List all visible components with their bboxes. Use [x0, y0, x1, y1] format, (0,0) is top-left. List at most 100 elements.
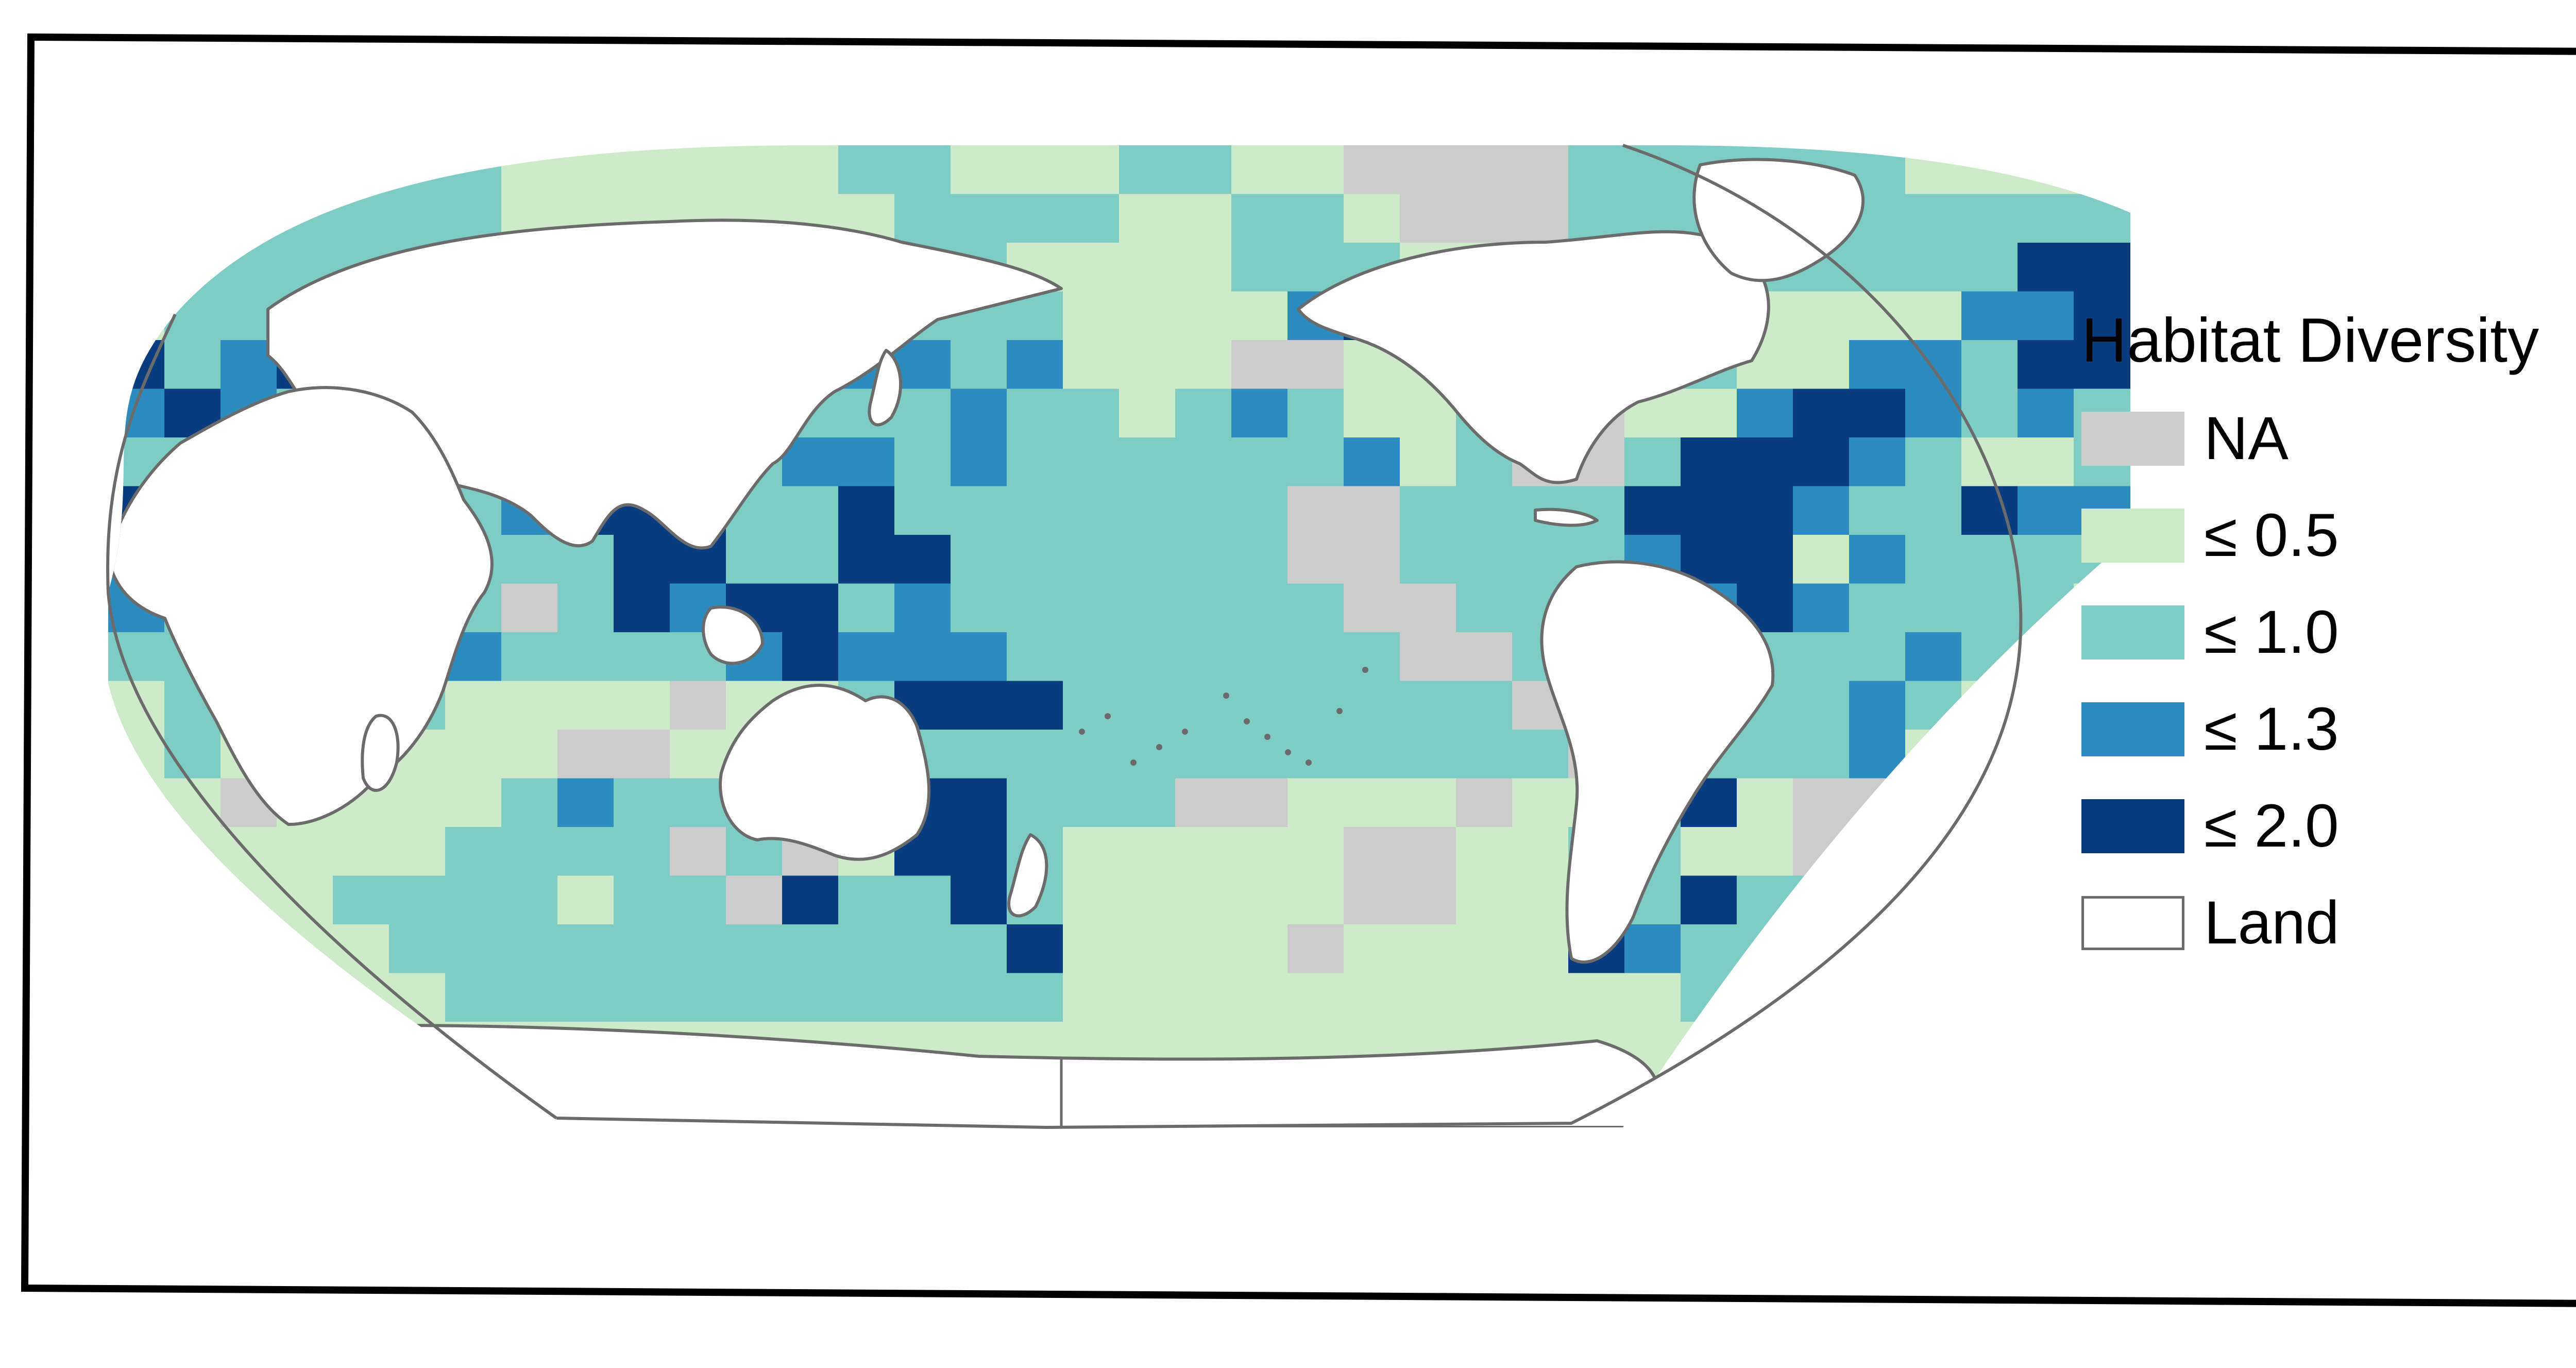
grid-cell: [1231, 875, 1288, 925]
island-dot: [1105, 713, 1111, 719]
grid-cell: [951, 632, 1007, 682]
grid-cell: [164, 1022, 221, 1071]
grid-cell: [1119, 486, 1176, 535]
grid-cell: [557, 730, 614, 779]
grid-cell: [1175, 875, 1232, 925]
grid-cell: [2074, 291, 2130, 341]
grid-cell: [1287, 243, 1344, 292]
grid-cell: [1231, 145, 1288, 195]
grid-cell: [1400, 632, 1456, 682]
grid-cell: [1063, 973, 1120, 1022]
grid-cell: [1063, 632, 1120, 682]
grid-cell: [1119, 145, 1176, 195]
grid-cell: [1961, 924, 2018, 974]
grid-cell: [670, 730, 726, 779]
grid-cell: [1737, 827, 1793, 876]
grid-cell: [782, 535, 839, 584]
grid-cell: [1175, 340, 1232, 390]
grid-cell: [108, 1022, 165, 1071]
grid-cell: [1737, 924, 1793, 974]
grid-cell: [1681, 875, 1737, 925]
grid-cell: [1456, 730, 1513, 779]
grid-cell: [1400, 535, 1456, 584]
grid-cell: [1287, 778, 1344, 827]
grid-cell: [2018, 389, 2074, 438]
grid-cell: [1007, 486, 1063, 535]
grid-cell: [1624, 437, 1681, 487]
grid-cell: [501, 145, 558, 195]
grid-cell: [2018, 730, 2074, 779]
grid-cell: [164, 145, 221, 195]
grid-cell: [1793, 535, 1850, 584]
grid-cell: [951, 973, 1007, 1022]
grid-cell: [614, 535, 670, 584]
grid-cell: [726, 875, 783, 925]
grid-cell: [614, 632, 670, 682]
grid-cell: [1175, 827, 1232, 876]
grid-cell: [1344, 535, 1400, 584]
grid-cell: [1793, 778, 1850, 827]
grid-cell: [501, 535, 558, 584]
grid-cell: [277, 875, 333, 925]
grid-cell: [1063, 583, 1120, 633]
grid-cell: [221, 243, 277, 292]
grid-cell: [1344, 924, 1400, 974]
grid-cell: [1512, 535, 1569, 584]
grid-cell: [164, 924, 221, 974]
grid-cell: [1007, 389, 1063, 438]
grid-cell: [894, 583, 951, 633]
grid-cell: [1231, 778, 1288, 827]
grid-cell: [1119, 437, 1176, 487]
grid-cell: [1905, 389, 1962, 438]
grid-cell: [1400, 583, 1456, 633]
grid-cell: [1681, 924, 1737, 974]
grid-cell: [1681, 973, 1737, 1022]
grid-cell: [1961, 973, 2018, 1022]
grid-cell: [1344, 827, 1400, 876]
grid-cell: [1793, 437, 1850, 487]
grid-cell: [782, 875, 839, 925]
grid-cell: [782, 486, 839, 535]
grid-cell: [838, 924, 895, 974]
grid-cell: [1400, 681, 1456, 730]
grid-cell: [894, 145, 951, 195]
grid-cell: [1063, 778, 1120, 827]
grid-cell: [1905, 1022, 1962, 1071]
grid-cell: [782, 632, 839, 682]
grid-cell: [2074, 194, 2130, 243]
grid-cell: [1231, 194, 1288, 243]
grid-cell: [1063, 194, 1120, 243]
grid-cell: [2074, 243, 2130, 292]
grid-cell: [1287, 924, 1344, 974]
grid-cell: [2018, 875, 2074, 925]
grid-cell: [1119, 827, 1176, 876]
grid-cell: [726, 535, 783, 584]
grid-cell: [1119, 973, 1176, 1022]
grid-cell: [1231, 243, 1288, 292]
grid-cell: [1737, 973, 1793, 1022]
grid-cell: [1400, 778, 1456, 827]
legend-item: ≤ 2.0: [2081, 778, 2576, 874]
grid-cell: [164, 194, 221, 243]
grid-cell: [1063, 291, 1120, 341]
grid-cell: [2018, 924, 2074, 974]
grid-cell: [1905, 583, 1962, 633]
grid-cell: [894, 924, 951, 974]
grid-cell: [277, 1070, 333, 1120]
grid-cell: [838, 437, 895, 487]
island-dot: [1264, 734, 1270, 740]
grid-cell: [1737, 778, 1793, 827]
grid-cell: [1119, 924, 1176, 974]
grid-cell: [1175, 583, 1232, 633]
grid-cell: [1231, 681, 1288, 730]
grid-cell: [445, 827, 502, 876]
grid-cell: [894, 437, 951, 487]
grid-cell: [1793, 681, 1850, 730]
grid-cell: [726, 924, 783, 974]
grid-cell: [1344, 145, 1400, 195]
grid-cell: [557, 827, 614, 876]
grid-cell: [1231, 437, 1288, 487]
grid-cell: [1007, 535, 1063, 584]
grid-cell: [1512, 924, 1569, 974]
grid-cell: [838, 486, 895, 535]
